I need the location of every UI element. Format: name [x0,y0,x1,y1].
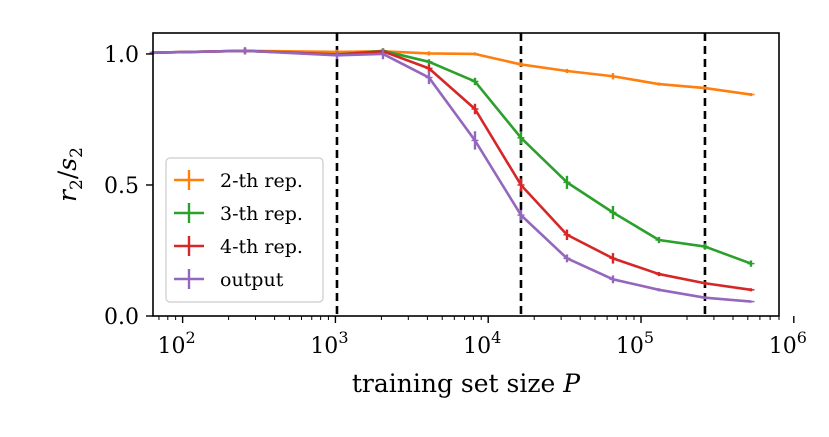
x-tick-exponent: 4 [491,328,501,347]
x-axis-label-var: P [562,369,581,398]
y-axis-label-slash: / [53,170,82,179]
x-tick-label-2: 104 [463,328,501,359]
legend-label-3: output [220,269,284,291]
x-axis-label: training set size P [352,369,581,398]
x-tick-label-1: 103 [310,328,348,359]
x-tick-exponent: 5 [644,328,654,347]
legend-label-1: 3-th rep. [220,203,303,225]
legend-label-2: 4-th rep. [220,236,303,258]
y-axis-label-num-sub: 2 [67,179,87,190]
y-tick-label-0: 0.0 [104,305,139,330]
x-tick-base: 10 [310,334,338,359]
y-axis-label-den: s [53,158,82,171]
x-axis-label-text: training set size [352,369,563,398]
x-tick-label-0: 102 [158,328,196,359]
y-axis-label-den-sub: 2 [67,147,87,158]
x-tick-exponent: 6 [797,328,807,347]
x-tick-exponent: 2 [186,328,196,347]
y-tick-label-1: 0.5 [104,174,139,199]
x-tick-base: 10 [616,334,644,359]
series-line-0 [152,49,752,96]
x-tick-base: 10 [158,334,186,359]
x-tick-exponent: 3 [338,328,348,347]
reference-lines [335,33,707,316]
y-axis-label-num: r [53,188,82,202]
legend-label-0: 2-th rep. [220,170,303,192]
series-line-3 [152,49,752,303]
y-tick-label-2: 1.0 [104,43,139,68]
series-group [149,47,755,303]
legend-box [165,157,324,303]
plot-frame [152,32,780,317]
x-tick-label-3: 105 [616,328,654,359]
x-tick-label-4: 106 [769,328,807,359]
legend: 2-th rep. 3-th rep. 4-th rep. output [165,157,324,303]
series-3 [149,47,755,303]
y-axis-label: r2/s2 [53,147,87,202]
x-tick-base: 10 [769,334,797,359]
x-tick-base: 10 [463,334,491,359]
